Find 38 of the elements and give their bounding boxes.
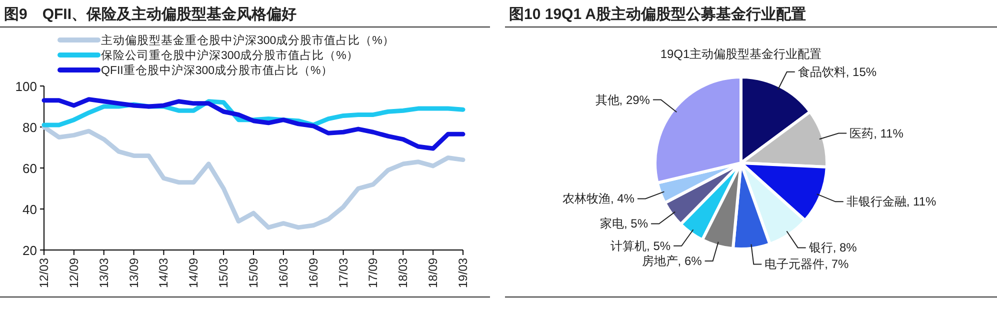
- x-tick-label: 14/03: [156, 258, 171, 288]
- chart-title: 图10 19Q1 A股主动偏股型公募基金行业配置: [509, 5, 806, 23]
- line-series: [42, 124, 466, 230]
- slice-label: 农林牧渔, 4%: [562, 192, 635, 206]
- x-tick-label: 13/03: [96, 258, 111, 288]
- x-tick-label: 12/09: [66, 258, 81, 288]
- slice-label: 房地产, 6%: [642, 254, 702, 268]
- x-tick-label: 14/09: [186, 258, 201, 288]
- x-tick-label: 15/09: [246, 258, 260, 288]
- y-tick-label: 80: [22, 120, 37, 135]
- slice-label: 银行, 8%: [808, 240, 858, 255]
- x-tick-label: 16/09: [306, 258, 320, 288]
- slice-label: 计算机, 5%: [610, 238, 671, 253]
- slice-label: 非银行金融, 11%: [846, 194, 937, 209]
- y-tick-label: 20: [22, 243, 37, 258]
- x-tick-label: 19/03: [456, 258, 470, 288]
- line-series: [42, 97, 466, 151]
- y-tick-label: 40: [22, 202, 37, 217]
- x-tick-label: 12/03: [37, 258, 51, 288]
- chart-title: 图9 QFII、保险及主动偏股型基金风格偏好: [4, 5, 297, 23]
- x-tick-label: 18/03: [396, 258, 410, 288]
- x-tick-label: 18/09: [426, 258, 440, 288]
- x-tick-label: 15/03: [216, 258, 231, 288]
- chart-subtitle: 19Q1主动偏股型基金行业配置: [660, 47, 822, 61]
- slice-label: 医药, 11%: [850, 126, 904, 140]
- legend-label: 主动偏股型基金重仓股中沪深300成分股市值占比（%）: [101, 33, 394, 47]
- legend-label: 保险公司重仓股中沪深300成分股市值占比（%）: [101, 48, 358, 62]
- y-tick-label: 100: [15, 79, 37, 94]
- x-tick-label: 17/03: [336, 258, 350, 288]
- slice-label: 其他, 29%: [595, 92, 650, 107]
- x-tick-label: 13/09: [126, 258, 141, 288]
- slice-label: 食品饮料, 15%: [798, 64, 877, 79]
- slice-label: 家电, 5%: [600, 216, 648, 231]
- slice-label: 电子元器件, 7%: [764, 257, 849, 272]
- x-tick-label: 16/03: [276, 258, 290, 288]
- legend-label: QFII重仓股中沪深300成分股市值占比（%）: [101, 63, 333, 77]
- x-tick-label: 17/09: [366, 258, 380, 288]
- y-tick-label: 60: [22, 161, 37, 176]
